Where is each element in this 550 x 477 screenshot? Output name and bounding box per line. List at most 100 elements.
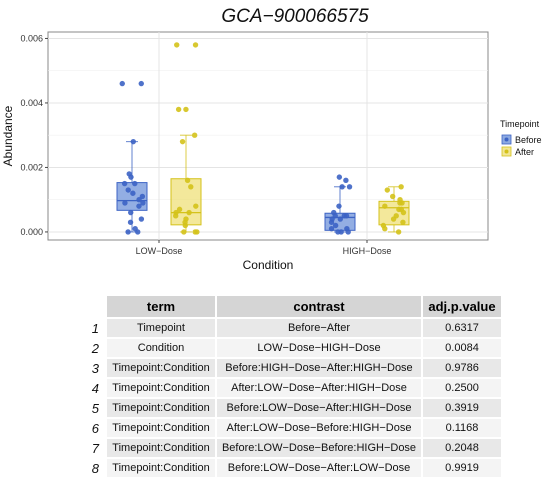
x-axis-label: Condition [243, 258, 294, 272]
header-rownum [83, 296, 106, 318]
data-point [328, 219, 335, 225]
y-tick-label: 0.000 [20, 227, 43, 237]
row-number: 1 [83, 317, 106, 338]
chart-title: GCA−900066575 [221, 6, 369, 27]
table-header-row: term contrast adj.p.value [83, 296, 501, 318]
data-point [130, 190, 136, 196]
data-point [132, 180, 138, 187]
cell-adj-p-value: 0.2048 [421, 437, 501, 458]
row-number: 5 [83, 397, 106, 418]
contrast-table: term contrast adj.p.value 1 Timepoint Be… [83, 296, 501, 477]
data-point [183, 106, 189, 113]
data-point [332, 222, 339, 229]
data-point [336, 174, 343, 180]
cell-term: Condition [105, 337, 216, 358]
cell-term: Timepoint:Condition [105, 457, 216, 477]
abundance-boxplot: GCA−900066575 0.000 0.002 0.004 0.006 LOW−D… [1, 6, 542, 272]
cell-contrast: Before:LOW−Dose−Before:HIGH−Dose [215, 437, 422, 458]
data-point [175, 106, 182, 113]
cell-adj-p-value: 0.6317 [421, 317, 501, 338]
table-row: 3 Timepoint:Condition Before:HIGH−Dose−A… [83, 357, 501, 378]
table-row: 8 Timepoint:Condition Before:LOW−Dose−Af… [83, 457, 501, 477]
data-point [130, 138, 136, 145]
table-row: 1 Timepoint Before−After 0.6317 [83, 317, 501, 338]
row-number: 7 [83, 437, 106, 458]
data-point [192, 42, 199, 48]
legend: Timepoint Before After [500, 119, 542, 157]
table-row: 5 Timepoint:Condition Before:LOW−Dose−Af… [83, 397, 501, 418]
cell-adj-p-value: 0.3919 [421, 397, 501, 418]
data-point [172, 213, 179, 219]
row-number: 2 [83, 337, 106, 358]
data-point [398, 184, 404, 190]
data-point [136, 203, 142, 209]
data-point [127, 219, 134, 225]
table-row: 4 Timepoint:Condition After:LOW−Dose−Aft… [83, 377, 501, 398]
data-point [395, 229, 402, 235]
legend-title: Timepoint [500, 119, 540, 129]
legend-key-point [504, 149, 509, 154]
data-point [335, 229, 341, 235]
cell-term: Timepoint:Condition [105, 397, 216, 418]
data-point [186, 209, 192, 216]
data-point [336, 203, 342, 209]
cell-contrast: LOW−Dose−HIGH−Dose [215, 337, 422, 358]
data-point [135, 229, 141, 235]
data-point [179, 138, 186, 145]
data-point [343, 177, 349, 184]
cell-term: Timepoint:Condition [105, 377, 216, 398]
cell-term: Timepoint:Condition [105, 437, 216, 458]
data-point [337, 216, 344, 222]
data-point [343, 213, 350, 219]
cell-adj-p-value: 0.1168 [421, 417, 501, 438]
data-point [389, 193, 396, 200]
data-point [176, 206, 183, 213]
data-point [399, 200, 405, 206]
cell-contrast: After:LOW−Dose−Before:HIGH−Dose [215, 417, 422, 438]
data-point [128, 174, 134, 180]
legend-label: After [515, 147, 534, 157]
x-tick-label: HIGH−Dose [343, 246, 392, 256]
data-point [138, 216, 145, 222]
table-row: 2 Condition LOW−Dose−HIGH−Dose 0.0084 [83, 337, 501, 358]
cell-contrast: After:LOW−Dose−After:HIGH−Dose [215, 377, 422, 398]
data-point [138, 80, 144, 87]
cell-term: Timepoint:Condition [105, 357, 216, 378]
data-point [136, 196, 142, 203]
data-point [390, 216, 397, 222]
data-point [184, 177, 191, 184]
cell-contrast: Before−After [215, 317, 422, 338]
cell-term: Timepoint:Condition [105, 417, 216, 438]
legend-label: Before [515, 135, 542, 145]
cell-contrast: Before:LOW−Dose−After:HIGH−Dose [215, 397, 422, 418]
data-point [139, 193, 146, 200]
data-point [125, 229, 131, 235]
data-point [174, 42, 180, 48]
cell-adj-p-value: 0.9919 [421, 457, 501, 477]
data-point [382, 203, 388, 209]
row-number: 6 [83, 417, 106, 438]
data-point [193, 203, 199, 209]
data-point [339, 184, 345, 190]
data-point [346, 184, 353, 190]
header-adj-p-value: adj.p.value [421, 296, 501, 318]
data-point [121, 180, 128, 187]
y-tick-label: 0.002 [20, 162, 43, 172]
cell-contrast: Before:HIGH−Dose−After:HIGH−Dose [215, 357, 422, 378]
data-point [382, 226, 388, 232]
cell-adj-p-value: 0.2500 [421, 377, 501, 398]
header-contrast: contrast [215, 296, 422, 318]
y-axis-label: Abundance [1, 105, 15, 166]
data-point [400, 209, 407, 216]
data-point [194, 229, 200, 235]
table-row: 7 Timepoint:Condition Before:LOW−Dose−Be… [83, 437, 501, 458]
row-number: 4 [83, 377, 106, 398]
data-point [140, 200, 146, 206]
row-number: 8 [83, 457, 106, 477]
data-point [384, 187, 391, 193]
data-point [119, 80, 125, 87]
data-point [345, 229, 351, 235]
data-point [191, 132, 198, 138]
y-tick-label: 0.004 [20, 98, 43, 108]
data-point [328, 226, 335, 232]
